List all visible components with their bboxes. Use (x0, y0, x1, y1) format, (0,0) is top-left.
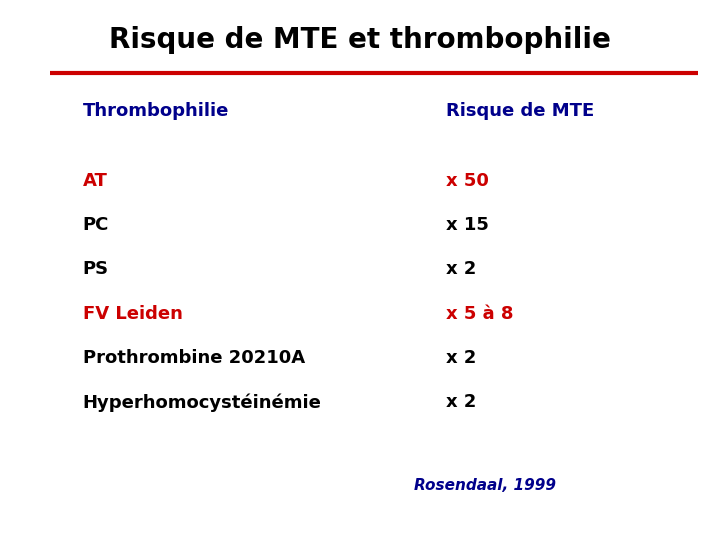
Text: x 2: x 2 (446, 260, 477, 279)
Text: Rosendaal, 1999: Rosendaal, 1999 (414, 478, 556, 494)
Text: AT: AT (83, 172, 108, 190)
Text: x 5 à 8: x 5 à 8 (446, 305, 514, 323)
Text: PS: PS (83, 260, 109, 279)
Text: x 50: x 50 (446, 172, 490, 190)
Text: Prothrombine 20210A: Prothrombine 20210A (83, 349, 305, 367)
Text: Thrombophilie: Thrombophilie (83, 102, 229, 120)
Text: Risque de MTE et thrombophilie: Risque de MTE et thrombophilie (109, 26, 611, 55)
Text: x 2: x 2 (446, 349, 477, 367)
Text: PC: PC (83, 216, 109, 234)
Text: x 15: x 15 (446, 216, 490, 234)
Text: Hyperhomocystéinémie: Hyperhomocystéinémie (83, 393, 322, 411)
Text: x 2: x 2 (446, 393, 477, 411)
Text: Risque de MTE: Risque de MTE (446, 102, 595, 120)
Text: FV Leiden: FV Leiden (83, 305, 183, 323)
